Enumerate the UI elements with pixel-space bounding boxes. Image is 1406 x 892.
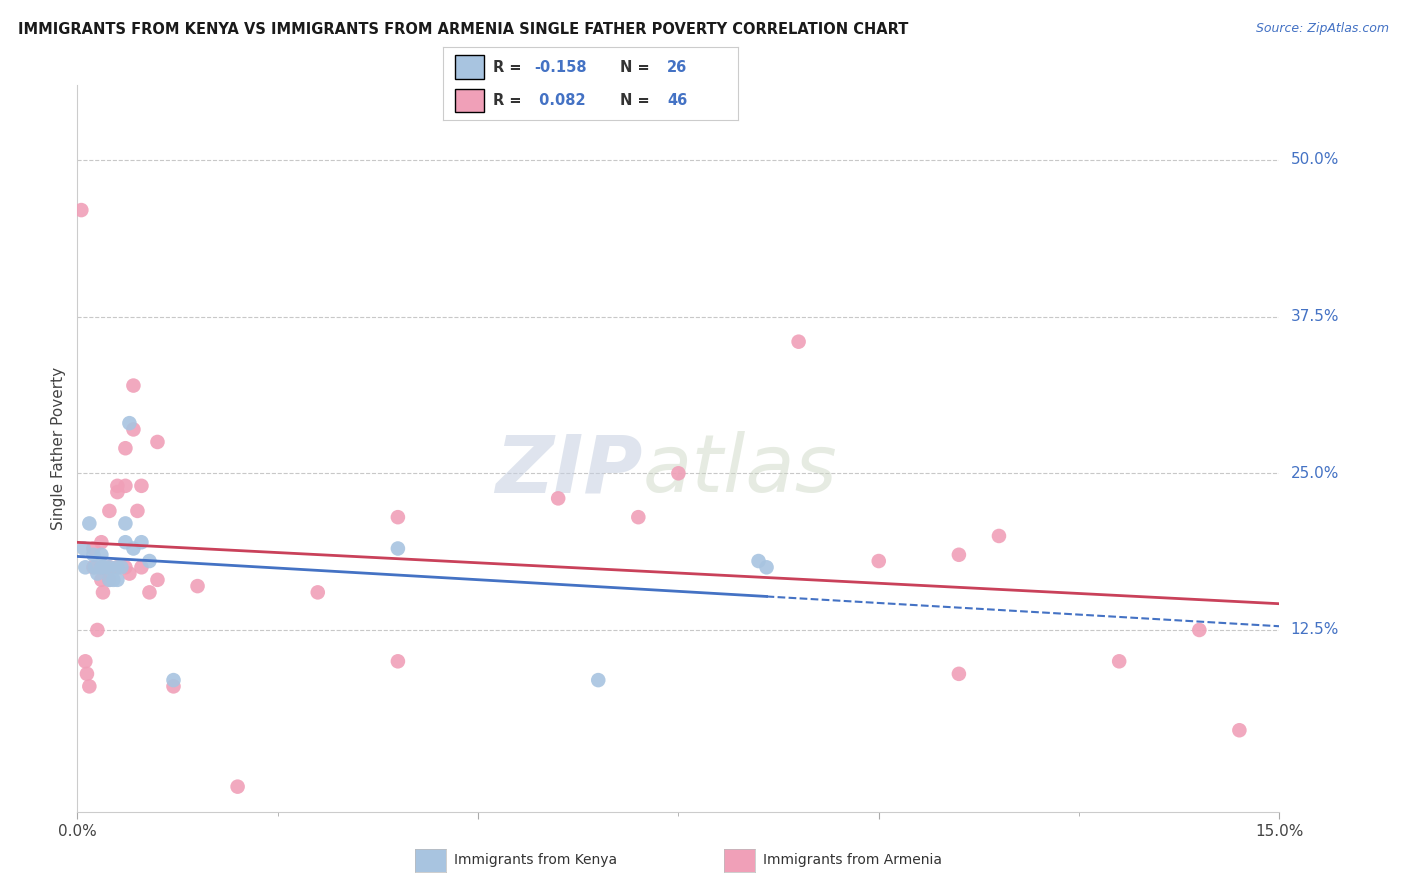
Point [146, 573, 169, 587]
Text: -0.158: -0.158 [534, 60, 588, 75]
Point [107, 479, 129, 493]
Point [1229, 723, 1251, 738]
Point [122, 541, 145, 556]
Point [79, 679, 101, 693]
Point [107, 485, 129, 500]
Text: ZIP: ZIP [495, 431, 643, 509]
Point [114, 442, 136, 455]
Point [114, 535, 136, 549]
Point [76, 666, 98, 681]
Point [948, 548, 970, 562]
Point [162, 673, 184, 687]
Point [114, 560, 136, 574]
Text: 26: 26 [668, 60, 688, 75]
Point [1188, 623, 1211, 637]
Text: 37.5%: 37.5% [1291, 310, 1339, 324]
Point [82, 541, 104, 556]
Point [988, 529, 1011, 543]
Point [98, 560, 121, 574]
Point [82, 560, 104, 574]
Point [98, 573, 121, 587]
Point [107, 560, 129, 574]
Point [110, 560, 132, 574]
Point [114, 479, 136, 493]
Text: Immigrants from Kenya: Immigrants from Kenya [454, 853, 617, 867]
Point [668, 467, 690, 481]
Y-axis label: Single Father Poverty: Single Father Poverty [51, 367, 66, 530]
Text: 0.082: 0.082 [534, 93, 586, 108]
Point [90, 560, 112, 574]
Text: Source: ZipAtlas.com: Source: ZipAtlas.com [1256, 22, 1389, 36]
Point [75, 654, 97, 668]
Text: atlas: atlas [643, 431, 837, 509]
Point [84, 560, 107, 574]
Text: IMMIGRANTS FROM KENYA VS IMMIGRANTS FROM ARMENIA SINGLE FATHER POVERTY CORRELATI: IMMIGRANTS FROM KENYA VS IMMIGRANTS FROM… [18, 22, 908, 37]
Point [588, 673, 610, 687]
Point [75, 560, 97, 574]
Point [86, 623, 108, 637]
Point [307, 585, 329, 599]
Point [70, 203, 93, 218]
Point [73, 541, 96, 556]
Text: 25.0%: 25.0% [1291, 466, 1339, 481]
Point [948, 666, 970, 681]
Point [131, 535, 153, 549]
Point [1108, 654, 1130, 668]
Point [122, 422, 145, 436]
Point [98, 573, 121, 587]
Point [387, 510, 409, 524]
Point [86, 566, 108, 581]
Point [90, 548, 112, 562]
Point [131, 560, 153, 574]
Point [98, 504, 121, 518]
Point [868, 554, 890, 568]
Text: 46: 46 [668, 93, 688, 108]
Point [186, 579, 209, 593]
Point [91, 585, 114, 599]
Point [387, 654, 409, 668]
Point [138, 585, 160, 599]
Point [90, 560, 112, 574]
Point [122, 378, 145, 392]
Text: R =: R = [494, 60, 527, 75]
Point [226, 780, 249, 794]
Point [748, 554, 770, 568]
Point [387, 541, 409, 556]
Point [79, 516, 101, 531]
Point [162, 679, 184, 693]
Text: N =: N = [620, 93, 655, 108]
Point [90, 573, 112, 587]
Text: 50.0%: 50.0% [1291, 153, 1339, 168]
Point [131, 479, 153, 493]
Point [107, 560, 129, 574]
Point [114, 516, 136, 531]
Text: Immigrants from Armenia: Immigrants from Armenia [763, 853, 942, 867]
Point [90, 535, 112, 549]
Point [107, 573, 129, 587]
FancyBboxPatch shape [454, 89, 484, 112]
Point [103, 573, 125, 587]
Point [755, 560, 778, 574]
Point [627, 510, 650, 524]
Point [138, 554, 160, 568]
Point [127, 504, 149, 518]
Point [547, 491, 569, 506]
Point [82, 548, 104, 562]
Point [118, 566, 141, 581]
Point [98, 560, 121, 574]
FancyBboxPatch shape [454, 55, 484, 78]
Text: 12.5%: 12.5% [1291, 623, 1339, 638]
Point [787, 334, 810, 349]
Point [118, 416, 141, 430]
Text: R =: R = [494, 93, 527, 108]
Point [94, 560, 117, 574]
Text: N =: N = [620, 60, 655, 75]
Point [146, 434, 169, 449]
